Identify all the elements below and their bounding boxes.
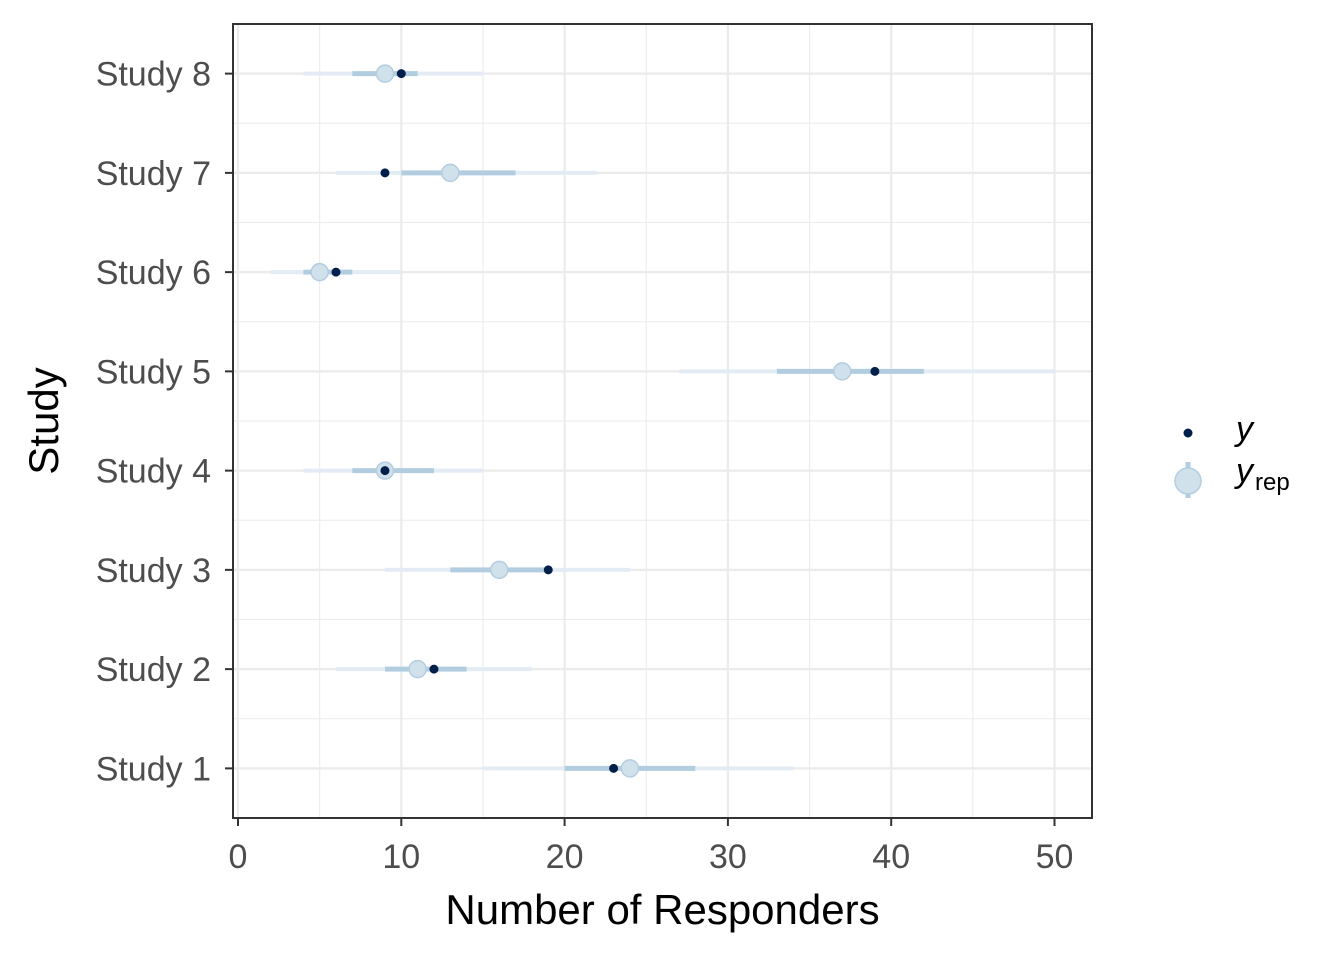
yrep-point <box>375 64 395 83</box>
y-tick-label: Study 1 <box>96 750 211 788</box>
y-point <box>609 763 619 773</box>
legend-label-yrep-main: y <box>1234 452 1255 490</box>
y-point <box>380 168 390 178</box>
y-tick-label: Study 4 <box>96 453 211 491</box>
legend-label-yrep-sub: rep <box>1255 469 1290 496</box>
y-tick-label: Study 6 <box>96 254 211 292</box>
legend-key-yrep <box>1174 467 1202 495</box>
y-points <box>331 69 880 773</box>
x-tick-label: 50 <box>1036 838 1074 876</box>
y-tick-label: Study 3 <box>96 552 211 590</box>
y-point <box>429 664 439 674</box>
legend-key-y <box>1183 428 1193 438</box>
x-tick-label: 0 <box>229 838 248 876</box>
x-axis-ticks: 0 10 20 30 40 50 <box>229 818 1074 876</box>
x-tick-label: 40 <box>872 838 910 876</box>
y-tick-label: Study 8 <box>96 56 211 94</box>
legend: y yrep <box>1174 410 1290 498</box>
y-point <box>380 466 390 476</box>
y-axis-ticks: Study 8 Study 7 Study 6 Study 5 Study 4 Study… <box>96 56 233 788</box>
panel-border <box>232 23 1093 819</box>
legend-label-y: y <box>1234 410 1255 448</box>
grid <box>233 23 1092 819</box>
y-axis-title: Study <box>20 367 67 474</box>
y-point <box>396 69 406 79</box>
y-point <box>331 267 341 277</box>
yrep-point <box>408 659 427 679</box>
yrep-point <box>490 560 509 580</box>
y-tick-label: Study 7 <box>96 155 211 193</box>
y-point <box>870 366 880 376</box>
x-tick-label: 30 <box>709 838 747 876</box>
y-tick-label: Study 2 <box>96 651 211 689</box>
x-tick-label: 10 <box>382 838 420 876</box>
legend-label-yrep: yrep <box>1234 452 1290 496</box>
x-tick-label: 20 <box>546 838 584 876</box>
y-tick-label: Study 5 <box>96 353 211 391</box>
x-axis-title: Number of Responders <box>445 886 879 933</box>
yrep-point <box>310 262 329 282</box>
y-point <box>543 565 553 575</box>
yrep-point <box>441 163 460 183</box>
yrep-point <box>620 759 640 778</box>
yrep-point <box>832 362 852 381</box>
